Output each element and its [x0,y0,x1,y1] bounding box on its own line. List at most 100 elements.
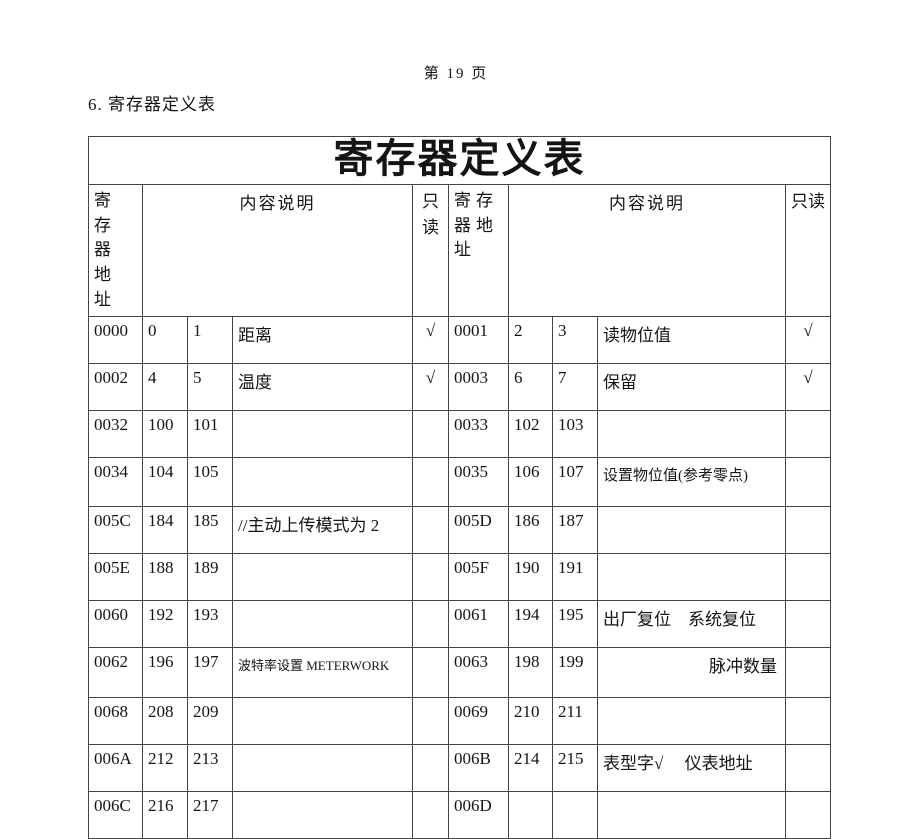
cell-description-left [232,600,413,649]
cell-address-left: 0062 [88,647,143,699]
cell-description-right: 出厂复位 系统复位 [597,600,786,649]
table-body: 0000 0 1 距离 √ 0001 2 3 读物位值 √ 0002 4 5 温度 √ 0003 6 7 保留 √ 00… [88,316,832,839]
header-address-left: 寄存器地址 [88,183,143,318]
cell-register-lo-left: 212 [142,744,188,793]
table-row: 006A 212 213 006B 214 215 表型字√ 仪表地址 [88,744,832,793]
cell-register-hi-left: 1 [187,316,233,365]
cell-readonly-left [412,600,449,649]
cell-register-hi-left: 209 [187,697,233,746]
table-row: 0060 192 193 0061 194 195 出厂复位 系统复位 [88,600,832,649]
page-number: 第 19 页 [423,66,489,82]
cell-address-right: 0001 [448,316,509,365]
table-row: 0034 104 105 0035 106 107 设置物位值(参考零点) [88,457,832,508]
cell-description-right [597,791,786,839]
cell-address-left: 005E [88,553,143,602]
cell-readonly-right [784,791,832,839]
cell-register-lo-right: 2 [508,316,553,365]
cell-register-lo-right: 214 [508,744,553,793]
table-row: 0002 4 5 温度 √ 0003 6 7 保留 √ [88,363,832,412]
cell-register-lo-left: 188 [142,553,188,602]
table-row: 006C 216 217 006D [88,791,832,839]
cell-address-right: 0063 [448,647,509,699]
cell-address-right: 0069 [448,697,509,746]
cell-register-hi-left: 213 [187,744,233,793]
cell-address-left: 0068 [88,697,143,746]
cell-readonly-right [784,457,832,508]
cell-readonly-right: √ [784,363,832,412]
cell-description-right: 读物位值 [597,316,786,365]
header-readonly-left: 只读 [412,183,449,318]
cell-register-lo-right: 106 [508,457,553,508]
cell-readonly-left: √ [412,363,449,412]
cell-register-hi-left: 193 [187,600,233,649]
cell-readonly-right [784,553,832,602]
cell-readonly-left [412,553,449,602]
table-row: 0000 0 1 距离 √ 0001 2 3 读物位值 √ [88,316,832,365]
cell-description-right [597,697,786,746]
header-address-right: 寄存器地址 [448,183,509,318]
cell-readonly-right [784,410,832,459]
cell-register-hi-right: 215 [552,744,598,793]
cell-address-left: 005C [88,506,143,555]
cell-register-lo-left: 216 [142,791,188,839]
table-header-row: 寄存器地址 内容说明 只读 寄存器地址 内容说明 只读 [88,183,832,318]
cell-register-lo-right: 102 [508,410,553,459]
table-title-row: 寄存器定义表 [87,136,832,185]
cell-description-left: 距离 [232,316,413,365]
cell-description-right: 保留 [597,363,786,412]
cell-readonly-right: √ [784,316,832,365]
cell-address-right: 0033 [448,410,509,459]
table-row: 005E 188 189 005F 190 191 [88,553,832,602]
cell-register-hi-left: 5 [187,363,233,412]
cell-description-right: 设置物位值(参考零点) [597,457,786,508]
cell-register-lo-right [508,791,553,839]
cell-register-hi-right: 191 [552,553,598,602]
cell-register-lo-left: 104 [142,457,188,508]
section-heading: 6. 寄存器定义表 [88,95,216,114]
cell-description-left: 温度 [232,363,413,412]
cell-description-right: 表型字√ 仪表地址 [597,744,786,793]
cell-address-right: 0061 [448,600,509,649]
cell-register-hi-left: 189 [187,553,233,602]
cell-register-lo-left: 208 [142,697,188,746]
cell-register-lo-right: 190 [508,553,553,602]
cell-address-right: 0035 [448,457,509,508]
cell-description-left [232,744,413,793]
cell-readonly-right [784,744,832,793]
cell-description-left [232,410,413,459]
table-row: 0062 196 197 波特率设置 METERWORK 0063 198 199 脉冲数量 [88,647,832,699]
cell-address-left: 0034 [88,457,143,508]
table-row: 0068 208 209 0069 210 211 [88,697,832,746]
header-description-right: 内容说明 [508,183,786,318]
cell-register-lo-right: 210 [508,697,553,746]
cell-register-hi-right: 187 [552,506,598,555]
header-readonly-right: 只读 [784,183,832,318]
cell-readonly-left [412,647,449,699]
cell-description-right [597,553,786,602]
cell-description-right [597,410,786,459]
cell-description-left: //主动上传模式为 2 [232,506,413,555]
cell-register-lo-right: 6 [508,363,553,412]
cell-address-left: 006A [88,744,143,793]
cell-register-hi-right: 211 [552,697,598,746]
table-row: 0032 100 101 0033 102 103 [88,410,832,459]
cell-address-right: 006B [448,744,509,793]
cell-register-hi-left: 101 [187,410,233,459]
cell-address-right: 0003 [448,363,509,412]
cell-register-hi-right: 195 [552,600,598,649]
cell-description-left [232,697,413,746]
cell-register-lo-left: 184 [142,506,188,555]
cell-register-lo-left: 100 [142,410,188,459]
cell-readonly-right [784,697,832,746]
cell-register-lo-left: 196 [142,647,188,699]
cell-address-left: 0060 [88,600,143,649]
cell-description-right: 脉冲数量 [597,647,786,699]
cell-register-hi-left: 185 [187,506,233,555]
cell-register-hi-right: 107 [552,457,598,508]
cell-register-hi-left: 217 [187,791,233,839]
table-title: 寄存器定义表 [87,136,832,185]
cell-description-left: 波特率设置 METERWORK [232,647,413,699]
register-definition-table: 寄存器定义表 寄存器地址 内容说明 只读 寄存器地址 内容说明 只读 0000 0… [87,136,832,839]
cell-address-left: 0032 [88,410,143,459]
cell-register-lo-right: 194 [508,600,553,649]
